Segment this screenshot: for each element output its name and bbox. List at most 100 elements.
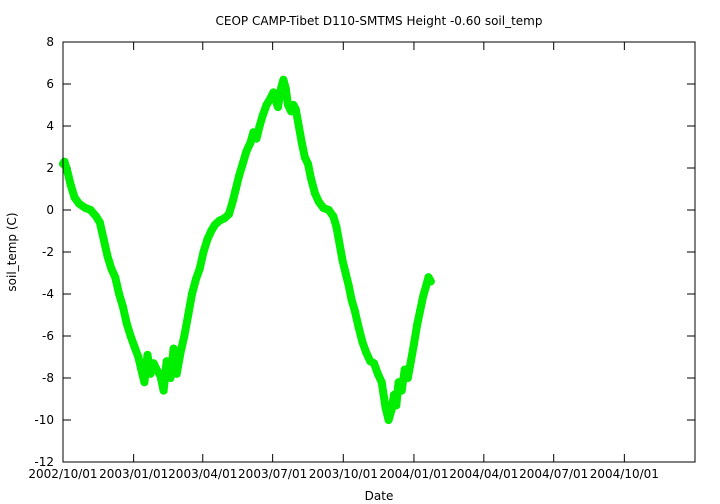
data-point [307,174,315,183]
data-point [344,281,353,290]
data-point [107,264,116,273]
data-point [350,306,359,315]
data-point [63,168,72,177]
data-point [262,101,271,109]
data-point [341,269,350,277]
y-ticks: 8 6 4 2 0 -2 -4 -6 -8 -10 -12 [34,35,695,469]
data-point [370,359,378,368]
data-point [166,374,175,382]
data-point [362,348,371,357]
data-point [281,84,290,93]
data-point [347,296,356,305]
x-tick-label: 2004/10/01 [590,467,659,481]
data-point [400,365,409,374]
y-tick-label: -12 [34,455,54,469]
y-tick-label: 6 [46,77,54,91]
data-point [238,159,247,168]
data-point [255,122,264,130]
data-point [419,292,428,301]
data-point [203,235,212,244]
data-point [130,342,139,351]
data-point [60,157,69,166]
data-point [191,275,200,284]
data-point [291,105,300,114]
data-point [310,189,319,198]
data-point [381,403,390,412]
data-point [329,212,338,221]
y-tick-label: 8 [46,35,54,49]
data-point [279,75,288,84]
y-tick-label: 0 [46,203,54,217]
data-point [314,197,323,206]
data-point [99,235,108,244]
data-point [86,206,95,214]
data-point [195,264,204,273]
data-point [397,386,406,395]
data-point [246,138,255,147]
data-point [176,348,185,357]
data-point [384,416,393,424]
x-tick-label: 2004/01/01 [379,467,448,481]
data-point [137,365,146,374]
data-point [335,239,344,248]
data-point [324,206,333,214]
data-point [111,273,120,282]
data-point [224,210,233,219]
data-point [403,374,412,382]
data-point [274,103,282,112]
data-point [95,218,104,227]
data-point [92,212,100,221]
data-point [156,371,165,380]
x-axis-label: Date [365,489,394,503]
data-point [269,88,278,97]
data-point [390,390,398,399]
plot-frame [62,41,696,463]
data-point [413,321,421,330]
x-tick-label: 2003/01/01 [99,467,168,481]
data-point [406,357,415,366]
data-point [66,180,75,189]
data-point [228,197,237,206]
data-point [134,353,143,361]
data-point [149,359,158,368]
data-point [199,248,208,256]
x-ticks: 2002/10/01 2003/01/01 2003/04/01 2003/07/01… [28,42,659,481]
data-point [373,369,382,378]
y-tick-label: -8 [42,371,54,385]
data-point [126,332,135,340]
data-point [184,311,193,319]
data-point [70,193,79,202]
x-tick-label: 2004/07/01 [519,467,588,481]
data-point [75,199,84,208]
data-point [118,302,127,311]
data-point [300,153,309,162]
data-point [338,256,347,265]
y-tick-label: 2 [46,161,54,175]
x-tick-label: 2003/10/01 [309,467,378,481]
data-point [152,365,161,374]
y-axis-label: soil_temp (C) [5,212,19,291]
data-point [143,350,152,359]
data-point [242,147,251,156]
chart-title: CEOP CAMP-Tibet D110-SMTMS Height -0.60 … [216,14,543,28]
data-point [169,344,178,353]
data-point [249,128,258,137]
series-layer [59,75,435,424]
data-point [180,332,189,340]
series-points [59,75,435,424]
x-tick-label: 2004/04/01 [449,467,518,481]
data-point [159,386,168,395]
data-point [426,277,435,286]
data-point [103,252,112,261]
data-point [140,378,149,387]
y-tick-label: -6 [42,329,54,343]
data-point [146,369,155,378]
data-point [392,401,401,410]
data-point [188,290,196,298]
y-tick-label: -10 [34,413,54,427]
data-point [207,227,216,235]
data-point [358,338,367,347]
data-point [115,290,124,298]
